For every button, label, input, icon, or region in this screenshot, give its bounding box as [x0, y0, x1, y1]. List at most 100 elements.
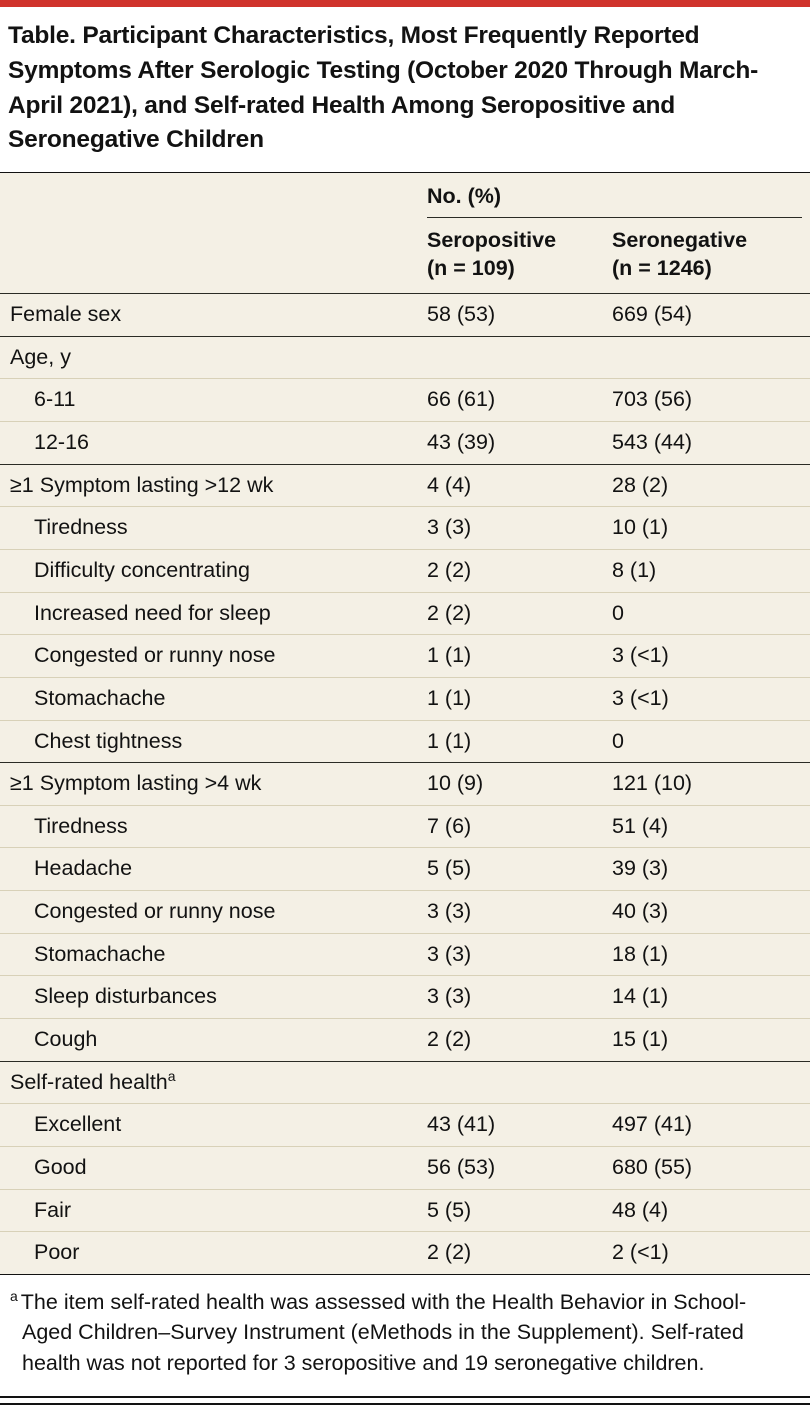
- row-label: Age, y: [10, 344, 71, 369]
- seropositive-value: 2 (2): [427, 1240, 472, 1265]
- data-table: No. (%) Seropositive (n = 109) Seronegat…: [0, 172, 810, 1275]
- table-row: Poor 2 (2) 2 (<1): [0, 1231, 810, 1274]
- row-label: Difficulty concentrating: [34, 558, 250, 582]
- table-row: Tiredness 7 (6) 51 (4): [0, 804, 810, 848]
- seropositive-value: 2 (2): [427, 1027, 472, 1052]
- seronegative-value: 10 (1): [612, 515, 669, 540]
- table-row: Age, y: [0, 335, 810, 379]
- footnote: a The item self-rated health was assessed…: [0, 1274, 810, 1395]
- row-label: Headache: [34, 856, 133, 881]
- seronegative-value: 2 (<1): [612, 1240, 669, 1265]
- seropositive-value: 5 (5): [427, 1197, 472, 1222]
- seronegative-value: 28 (2): [612, 472, 669, 497]
- table-row: ≥1 Symptom lasting >4 wk 10 (9) 121 (10): [0, 762, 810, 805]
- seronegative-value: [612, 1062, 810, 1104]
- table-row: Cough 2 (2) 15 (1): [0, 1018, 810, 1061]
- table-row: 6-11 66 (61) 703 (56): [0, 378, 810, 421]
- row-label: ≥1 Symptom lasting >4 wk: [10, 771, 262, 796]
- row-label: 6-11: [34, 387, 76, 412]
- seronegative-value: 3 (<1): [612, 643, 669, 668]
- seronegative-value: 680 (55): [612, 1154, 693, 1179]
- column-header-row: Seropositive (n = 109) Seronegative (n =…: [0, 218, 810, 293]
- seropositive-value: 7 (6): [427, 813, 472, 838]
- seropositive-value: 1 (1): [427, 728, 472, 753]
- seropositive-value: 1 (1): [427, 643, 472, 668]
- seronegative-value: 15 (1): [612, 1027, 669, 1052]
- row-label: Self-rated healtha: [10, 1067, 176, 1094]
- seronegative-value: 40 (3): [612, 899, 669, 924]
- column-group-header: No. (%): [427, 173, 802, 219]
- table-row: Excellent 43 (41) 497 (41): [0, 1103, 810, 1146]
- row-label: Tiredness: [34, 515, 128, 540]
- seronegative-value: 703 (56): [612, 387, 693, 412]
- table-row: Self-rated healtha: [0, 1060, 810, 1104]
- seropositive-value: 43 (41): [427, 1112, 496, 1137]
- seronegative-value: 14 (1): [612, 984, 669, 1009]
- header-spacer: [0, 173, 427, 218]
- top-accent-rule: [0, 0, 810, 7]
- table-row: Increased need for sleep 2 (2) 0: [0, 591, 810, 635]
- seronegative-value: 543 (44): [612, 430, 693, 455]
- seropositive-value: 3 (3): [427, 515, 472, 540]
- seronegative-value: 121 (10): [612, 771, 693, 796]
- seropositive-value: 3 (3): [427, 984, 472, 1009]
- row-label: Increased need for sleep: [34, 600, 271, 625]
- row-label: Tiredness: [34, 813, 128, 838]
- row-label: Chest tightness: [34, 728, 183, 753]
- table-row: Stomachache 1 (1) 3 (<1): [0, 676, 810, 720]
- seronegative-value: 3 (<1): [612, 685, 669, 710]
- table-row: Congested or runny nose 1 (1) 3 (<1): [0, 634, 810, 677]
- row-label: Good: [34, 1154, 87, 1179]
- row-label: Female sex: [10, 302, 122, 327]
- row-label: ≥1 Symptom lasting >12 wk: [10, 472, 274, 497]
- seropositive-value: 4 (4): [427, 472, 472, 497]
- footnote-text: The item self-rated health was assessed …: [20, 1289, 747, 1375]
- seropositive-value: 2 (2): [427, 600, 472, 625]
- seronegative-value: [612, 337, 810, 379]
- seropositive-value: [427, 337, 612, 379]
- seronegative-value: 8 (1): [612, 558, 657, 582]
- seronegative-value: 0: [612, 728, 624, 753]
- footnote-marker: a: [10, 1287, 18, 1304]
- table-row: Good 56 (53) 680 (55): [0, 1145, 810, 1189]
- seronegative-value: 497 (41): [612, 1112, 693, 1137]
- table-row: Sleep disturbances 3 (3) 14 (1): [0, 975, 810, 1018]
- table-row: Congested or runny nose 3 (3) 40 (3): [0, 890, 810, 933]
- table-row: ≥1 Symptom lasting >12 wk 4 (4) 28 (2): [0, 463, 810, 507]
- table-row: Female sex 58 (53) 669 (54): [0, 293, 810, 336]
- table-row: Tiredness 3 (3) 10 (1): [0, 506, 810, 549]
- row-label: Stomachache: [34, 685, 166, 710]
- row-label: Cough: [34, 1027, 98, 1052]
- seronegative-value: 39 (3): [612, 856, 669, 881]
- seropositive-value: 3 (3): [427, 899, 472, 924]
- column-group-row: No. (%): [0, 173, 810, 219]
- row-label: Congested or runny nose: [34, 643, 276, 668]
- table-row: Stomachache 3 (3) 18 (1): [0, 932, 810, 976]
- seropositive-value: [427, 1062, 612, 1104]
- table-row: Chest tightness 1 (1) 0: [0, 719, 810, 763]
- row-label: Poor: [34, 1240, 80, 1265]
- seropositive-value: 66 (61): [427, 387, 496, 412]
- bottom-double-rule: [0, 1396, 810, 1405]
- row-label: Sleep disturbances: [34, 984, 217, 1009]
- table-row: Difficulty concentrating 2 (2) 8 (1): [0, 549, 810, 592]
- row-label: Excellent: [34, 1112, 122, 1137]
- row-label: Congested or runny nose: [34, 899, 276, 924]
- table-header: No. (%) Seropositive (n = 109) Seronegat…: [0, 173, 810, 293]
- seropositive-value: 43 (39): [427, 430, 496, 455]
- seropositive-value: 5 (5): [427, 856, 472, 881]
- seropositive-value: 3 (3): [427, 941, 472, 966]
- seronegative-value: 18 (1): [612, 941, 669, 966]
- seronegative-value: 48 (4): [612, 1197, 669, 1222]
- table-row: Fair 5 (5) 48 (4): [0, 1188, 810, 1232]
- column-header-seronegative: Seronegative (n = 1246): [612, 228, 748, 280]
- table-title: Table. Participant Characteristics, Most…: [8, 22, 759, 154]
- seropositive-value: 1 (1): [427, 685, 472, 710]
- column-header-seropositive: Seropositive (n = 109): [427, 228, 557, 280]
- seronegative-value: 669 (54): [612, 302, 693, 327]
- table-body: Female sex 58 (53) 669 (54) Age, y 6-11 …: [0, 293, 810, 1274]
- table-row: 12-16 43 (39) 543 (44): [0, 421, 810, 464]
- seronegative-value: 51 (4): [612, 813, 669, 838]
- row-label: 12-16: [34, 430, 89, 455]
